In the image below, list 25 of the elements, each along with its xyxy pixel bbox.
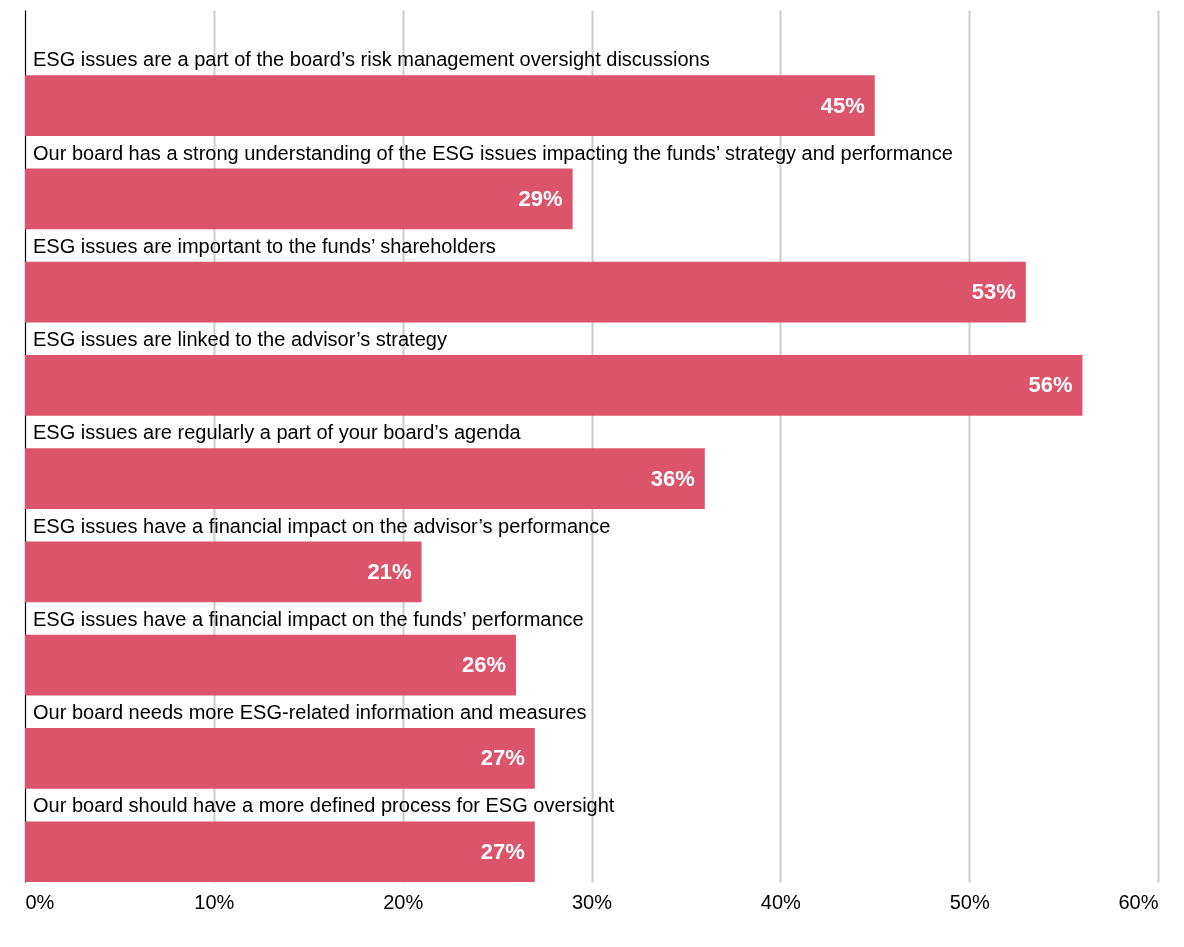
data-label: 56% bbox=[1028, 372, 1073, 398]
x-tick-label: 40% bbox=[760, 890, 802, 913]
y-tick-label: ESG issues are linked to the advisor’s strategy bbox=[33, 328, 447, 351]
x-tick-label: 50% bbox=[949, 890, 990, 913]
y-tick-label: ESG issues are regularly a part of your board’s agenda bbox=[33, 421, 522, 444]
x-tick-label: 0% bbox=[25, 890, 55, 913]
data-label: 26% bbox=[461, 652, 506, 678]
data-label: 29% bbox=[518, 185, 563, 211]
x-tick-label: 20% bbox=[383, 890, 424, 913]
y-tick-label: ESG issues are a part of the board’s risk management oversight discussions bbox=[33, 48, 710, 71]
data-label: 21% bbox=[367, 558, 412, 584]
x-tick-label: 60% bbox=[1118, 890, 1159, 913]
y-tick-label: Our board needs more ESG-related information and measures bbox=[33, 701, 587, 724]
y-tick-label: Our board has a strong understanding of the ESG issues impacting the funds’ strategy and performance bbox=[33, 141, 953, 164]
x-tick-label: 10% bbox=[194, 890, 235, 913]
y-tick-label: ESG issues have a financial impact on the advisor’s performance bbox=[33, 514, 611, 537]
data-label: 27% bbox=[480, 838, 525, 864]
y-tick-label: ESG issues are important to the funds’ shareholders bbox=[33, 234, 496, 257]
data-label: 36% bbox=[650, 465, 695, 491]
data-label: 27% bbox=[480, 745, 525, 771]
data-label: 45% bbox=[820, 92, 865, 118]
data-label: 53% bbox=[971, 279, 1016, 305]
y-tick-label: ESG issues have a financial impact on the funds’ performance bbox=[33, 607, 584, 630]
x-tick-label: 30% bbox=[571, 890, 613, 913]
y-tick-label: Our board should have a more defined process for ESG oversight bbox=[33, 794, 615, 817]
